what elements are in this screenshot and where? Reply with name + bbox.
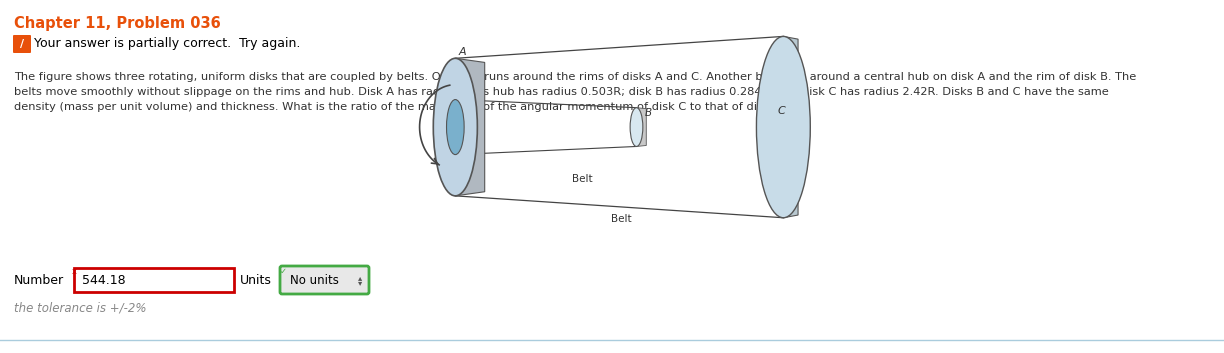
Text: No units: No units [290,274,339,287]
Text: The figure shows three rotating, uniform disks that are coupled by belts. One be: The figure shows three rotating, uniform… [13,72,1136,82]
Ellipse shape [433,58,477,196]
Polygon shape [636,108,646,146]
Ellipse shape [447,100,464,155]
Text: Belt: Belt [612,214,632,224]
Text: C: C [777,107,785,116]
Polygon shape [455,58,485,196]
Text: density (mass per unit volume) and thickness. What is the ratio of the magnitude: density (mass per unit volume) and thick… [13,102,787,112]
FancyBboxPatch shape [73,268,234,292]
Text: Chapter 11, Problem 036: Chapter 11, Problem 036 [13,16,220,31]
Polygon shape [783,36,798,218]
Text: Belt: Belt [573,174,592,184]
Text: Units: Units [240,274,272,287]
Text: ✓: ✓ [280,267,286,276]
Ellipse shape [756,36,810,218]
Ellipse shape [630,108,643,146]
Text: the tolerance is +/-2%: the tolerance is +/-2% [13,301,147,315]
Text: belts move smoothly without slippage on the rims and hub. Disk A has radius R; i: belts move smoothly without slippage on … [13,87,1109,97]
Text: 544.18: 544.18 [82,274,126,287]
Text: ▴: ▴ [357,274,362,282]
Text: Number: Number [13,274,64,287]
Text: ▾: ▾ [357,279,362,287]
FancyBboxPatch shape [13,35,31,53]
Text: x: x [72,267,77,276]
FancyBboxPatch shape [280,266,368,294]
Text: B: B [645,108,652,118]
Text: A: A [459,47,466,57]
Text: Your answer is partially correct.  Try again.: Your answer is partially correct. Try ag… [34,37,300,50]
Text: /: / [20,39,24,49]
